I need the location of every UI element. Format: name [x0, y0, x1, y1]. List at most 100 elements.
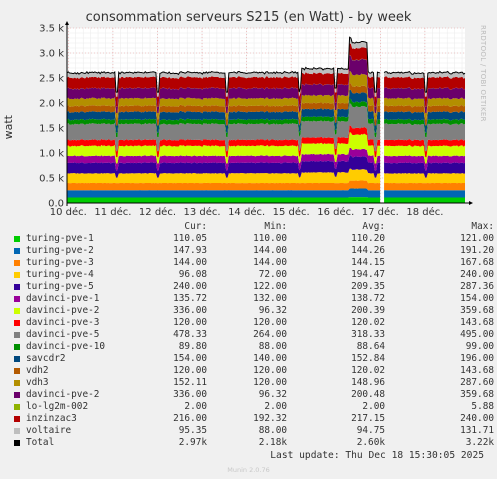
legend-max: 5.88: [471, 401, 494, 412]
legend-cur: 240.00: [173, 281, 207, 292]
legend-row: turing-pve-4 96.08 72.00 194.47 240.00: [0, 269, 497, 281]
x-tick-label: 11 déc.: [94, 206, 131, 218]
series-area-6: [384, 145, 465, 164]
legend-max: 240.00: [460, 269, 494, 280]
legend-swatch: [14, 392, 20, 398]
legend-cur: 135.72: [173, 293, 207, 304]
stacked-areas: [67, 37, 465, 203]
legend-min: 96.32: [258, 389, 287, 400]
col-max-header: Max:: [471, 221, 494, 232]
x-axis-arrow: [469, 201, 473, 205]
legend-min: 96.32: [258, 305, 287, 316]
legend-min: 120.00: [253, 377, 287, 388]
col-min-header: Min:: [264, 221, 287, 232]
legend-min: 110.00: [253, 233, 287, 244]
legend-cur: 154.00: [173, 353, 207, 364]
axes: [65, 21, 473, 206]
series-area-1: [384, 190, 465, 198]
legend-max: 495.00: [460, 329, 494, 340]
legend-min: 88.00: [258, 425, 287, 436]
legend-max: 99.00: [465, 341, 494, 352]
chart-title: consommation serveurs S215 (en Watt) - b…: [85, 10, 412, 25]
y-tick-label: 0.5 k: [39, 174, 64, 185]
legend-name: turing-pve-1: [26, 233, 94, 244]
legend-name: turing-pve-3: [26, 257, 94, 268]
legend-swatch: [14, 440, 20, 446]
x-tick-label: 15 déc.: [273, 206, 310, 218]
legend-row: vdh2 120.00 120.00 120.02 143.68: [0, 365, 497, 377]
legend-cur: 2.00: [184, 401, 207, 412]
legend-name: davinci-pve-10: [26, 341, 106, 352]
series-area-3: [67, 168, 381, 184]
legend-avg: 94.75: [356, 425, 385, 436]
legend-swatch: [14, 248, 20, 254]
legend-avg: 209.35: [351, 281, 385, 292]
legend-avg: 200.39: [351, 305, 385, 316]
legend-swatch: [14, 272, 20, 278]
legend-name: davinci-pve-2: [26, 305, 100, 316]
legend-cur: 144.00: [173, 257, 207, 268]
legend-avg: 88.64: [356, 341, 385, 352]
legend-avg: 110.20: [351, 233, 385, 244]
legend-row: lo-lg2m-002 2.00 2.00 2.00 5.88: [0, 401, 497, 413]
legend-cur: 478.33: [173, 329, 207, 340]
legend-avg: 194.47: [351, 269, 385, 280]
legend-max: 196.00: [460, 353, 494, 364]
legend-avg: 144.15: [351, 257, 385, 268]
legend-avg: 152.84: [351, 353, 385, 364]
series-area-2: [67, 180, 381, 191]
legend-cur: 2.97k: [178, 437, 207, 448]
legend-name: savcdr2: [26, 353, 66, 364]
series-area-8: [384, 123, 465, 152]
series-area-15: [384, 76, 465, 107]
legend-avg: 148.96: [351, 377, 385, 388]
legend-row: davinci-pve-2 336.00 96.32 200.39 359.68: [0, 305, 497, 317]
munin-version: Munin 2.0.76: [227, 466, 270, 474]
legend-row: davinci-pve-10 89.80 88.00 88.64 99.00: [0, 341, 497, 353]
legend-max: 287.36: [460, 281, 494, 292]
legend-avg: 318.33: [351, 329, 385, 340]
total-line-group: [66, 36, 466, 93]
last-update: Last update: Thu Dec 18 15:30:05 2025: [270, 450, 484, 461]
legend-avg: 217.15: [351, 413, 385, 424]
series-area-13: [384, 87, 465, 114]
legend-avg: 144.26: [351, 245, 385, 256]
legend-max: 143.68: [460, 365, 494, 376]
legend-row: Total 2.97k 2.18k 2.60k 3.22k: [0, 437, 497, 449]
series-area-9: [67, 98, 381, 138]
legend-max: 131.71: [460, 425, 494, 436]
series-area-10: [384, 110, 465, 133]
legend-min: 2.00: [264, 401, 287, 412]
legend-name: inzinzac3: [26, 413, 77, 424]
y-axis-arrow: [65, 21, 69, 25]
legend-avg: 200.48: [351, 389, 385, 400]
y-tick-label: 1.5 k: [39, 124, 64, 135]
series-area-10: [67, 89, 381, 133]
x-tick-label: 17 déc.: [362, 206, 399, 218]
legend-row: inzinzac3 216.00 192.32 217.15 240.00: [0, 413, 497, 425]
y-tick-label: 0.0: [48, 199, 64, 210]
legend-name: davinci-pve-3: [26, 317, 100, 328]
total-line: [383, 70, 466, 93]
legend-min: 120.00: [253, 317, 287, 328]
plot-area: 0.0 0.5 k 1.0 k 1.5 k 2.0 k 2.5 k 3.0 k 3.5 k 1…: [39, 21, 473, 218]
series-area-5: [67, 147, 381, 171]
legend-swatch: [14, 428, 20, 434]
total-line: [66, 36, 381, 93]
legend-cur: 216.00: [173, 413, 207, 424]
legend-name: turing-pve-2: [26, 245, 94, 256]
series-area-12: [384, 97, 465, 120]
legend-min: 2.18k: [258, 437, 287, 448]
series-area-15: [67, 43, 381, 107]
legend-max: 359.68: [460, 389, 494, 400]
legend-name: davinci-pve-5: [26, 329, 100, 340]
rrdtool-credit: RRDTOOL / TOBI OETIKER: [479, 25, 487, 122]
legend-cur: 95.35: [178, 425, 207, 436]
y-tick-label: 3.5 k: [39, 24, 64, 35]
legend-max: 240.00: [460, 413, 494, 424]
legend-row: davinci-pve-5 478.33 264.00 318.33 495.00: [0, 329, 497, 341]
series-area-11: [67, 83, 381, 126]
series-area-1: [67, 188, 381, 198]
legend-max: 167.68: [460, 257, 494, 268]
legend-row: turing-pve-1 110.05 110.00 110.20 121.00: [0, 233, 497, 245]
